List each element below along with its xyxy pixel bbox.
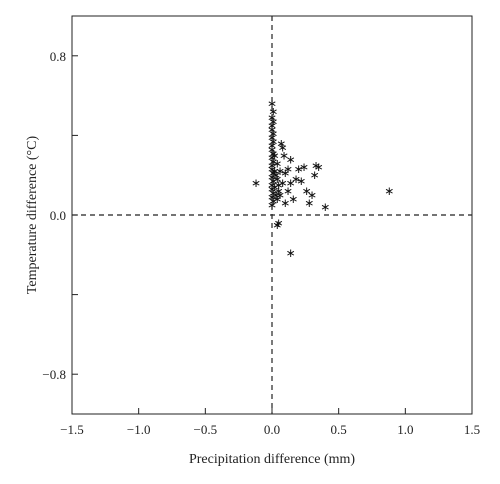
data-point: ∗ xyxy=(268,174,278,188)
x-tick-label: −1.5 xyxy=(60,422,84,437)
data-point: ∗ xyxy=(270,180,280,194)
data-point: ∗ xyxy=(302,184,312,198)
data-point: ∗ xyxy=(278,176,288,190)
y-axis-label: Temperature difference (°C) xyxy=(25,136,40,295)
data-point: ∗ xyxy=(279,148,289,162)
data-point: ∗ xyxy=(268,154,278,168)
data-point: ∗ xyxy=(272,192,282,206)
x-axis: −1.5 −1.0 −0.5 0.0 0.5 1.0 1.5 xyxy=(60,408,480,437)
data-point: ∗ xyxy=(311,158,321,172)
y-tick-label: 0.0 xyxy=(50,208,66,223)
data-point: ∗ xyxy=(270,148,280,162)
data-point: ∗ xyxy=(271,168,281,182)
data-point: ∗ xyxy=(267,162,277,176)
data-point: ∗ xyxy=(384,184,394,198)
data-point: ∗ xyxy=(276,136,286,150)
data-point: ∗ xyxy=(286,176,296,190)
y-axis: 0.8 0.0 −0.8 xyxy=(42,49,78,382)
data-point: ∗ xyxy=(267,122,277,136)
data-point: ∗ xyxy=(267,158,277,172)
data-point: ∗ xyxy=(310,168,320,182)
x-tick-label: −0.5 xyxy=(194,422,218,437)
data-point: ∗ xyxy=(267,97,277,111)
data-point: ∗ xyxy=(268,166,278,180)
data-point: ∗ xyxy=(268,114,278,128)
data-point: ∗ xyxy=(286,152,296,166)
data-point: ∗ xyxy=(251,176,261,190)
x-tick-label: −1.0 xyxy=(127,422,151,437)
data-point: ∗ xyxy=(267,138,277,152)
data-point: ∗ xyxy=(267,110,277,124)
data-point: ∗ xyxy=(271,188,281,202)
data-point: ∗ xyxy=(274,184,284,198)
data-point: ∗ xyxy=(291,172,301,186)
x-tick-label: 0.0 xyxy=(264,422,280,437)
data-point: ∗ xyxy=(267,130,277,144)
data-point: ∗ xyxy=(278,140,288,154)
data-point: ∗ xyxy=(283,184,293,198)
data-point: ∗ xyxy=(267,170,277,184)
data-point: ∗ xyxy=(268,146,278,160)
data-point: ∗ xyxy=(267,198,277,212)
data-point: ∗ xyxy=(307,188,317,202)
data-point: ∗ xyxy=(286,246,296,260)
data-point: ∗ xyxy=(296,174,306,188)
data-point: ∗ xyxy=(267,142,277,156)
data-point: ∗ xyxy=(267,118,277,132)
data-point: ∗ xyxy=(268,105,278,119)
data-point: ∗ xyxy=(272,156,282,170)
data-point: ∗ xyxy=(280,166,290,180)
data-point: ∗ xyxy=(268,186,278,200)
data-point: ∗ xyxy=(267,150,277,164)
data-point: ∗ xyxy=(268,194,278,208)
data-point: ∗ xyxy=(274,178,284,192)
data-point: ∗ xyxy=(272,218,282,232)
x-tick-label: 1.0 xyxy=(397,422,413,437)
data-point: ∗ xyxy=(270,164,280,178)
data-point: ∗ xyxy=(304,196,314,210)
data-point: ∗ xyxy=(272,172,282,186)
data-point: ∗ xyxy=(274,216,284,230)
x-tick-label: 0.5 xyxy=(331,422,347,437)
x-tick-label: 1.5 xyxy=(464,422,480,437)
data-point: ∗ xyxy=(275,164,285,178)
data-point: ∗ xyxy=(275,188,285,202)
data-point: ∗ xyxy=(283,162,293,176)
data-points: ∗∗∗∗∗∗∗∗∗∗∗∗∗∗∗∗∗∗∗∗∗∗∗∗∗∗∗∗∗∗∗∗∗∗∗∗∗∗∗∗… xyxy=(251,97,394,260)
y-tick-label: 0.8 xyxy=(50,49,66,64)
x-axis-label: Precipitation difference (mm) xyxy=(189,452,355,467)
data-point: ∗ xyxy=(294,162,304,176)
y-tick-label: −0.8 xyxy=(42,367,66,382)
data-point: ∗ xyxy=(280,196,290,210)
data-point: ∗ xyxy=(314,160,324,174)
data-point: ∗ xyxy=(299,160,309,174)
data-point: ∗ xyxy=(268,126,278,140)
data-point: ∗ xyxy=(320,200,330,214)
data-point: ∗ xyxy=(267,182,277,196)
data-point: ∗ xyxy=(267,190,277,204)
data-point: ∗ xyxy=(268,134,278,148)
data-point: ∗ xyxy=(267,178,277,192)
data-point: ∗ xyxy=(288,192,298,206)
